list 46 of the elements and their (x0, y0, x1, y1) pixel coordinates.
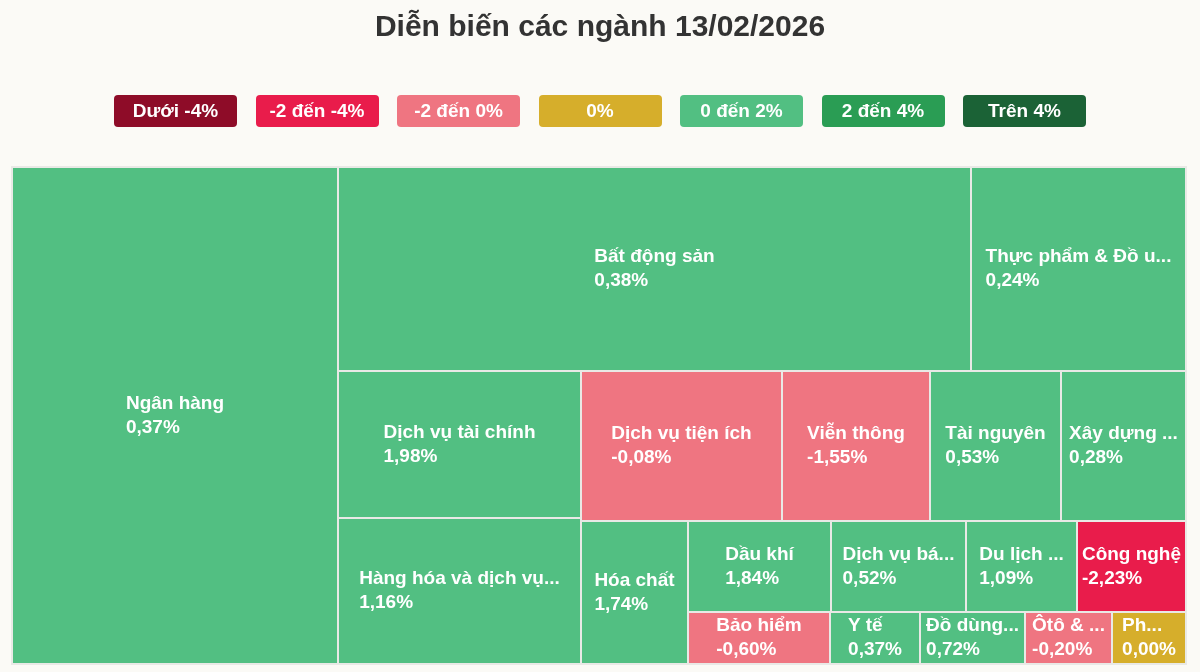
data-label: 0,72% (926, 638, 981, 660)
data-label: -0,60% (716, 638, 777, 660)
legend-label: 2 đến 4% (841, 100, 925, 122)
category-label: Dịch vụ tài chính (383, 420, 536, 442)
category-label: Tài nguyên (945, 422, 1046, 444)
category-label: Đồ dùng... (926, 614, 1019, 636)
category-label: Thực phẩm & Đồ u... (985, 245, 1172, 267)
category-label: Dịch vụ tiện ích (611, 422, 752, 444)
category-label: Du lịch ... (979, 542, 1064, 564)
data-label: 1,09% (979, 566, 1034, 588)
data-label: 1,98% (383, 444, 438, 466)
data-label: 0,53% (945, 446, 1000, 468)
category-label: Hóa chất (594, 568, 676, 590)
data-label: 0,52% (842, 566, 897, 588)
category-label: Ngân hàng (125, 391, 225, 413)
data-label: 0,00% (1122, 638, 1177, 660)
legend-label: -2 đến -4% (269, 100, 365, 122)
legend-label: 0 đến 2% (700, 100, 783, 122)
data-label: 0,38% (594, 269, 649, 291)
category-label: Hàng hóa và dịch vụ... (359, 567, 560, 589)
data-label: -0,08% (611, 446, 672, 468)
data-label: 1,74% (594, 592, 649, 614)
data-label: 0,37% (848, 638, 903, 660)
legend-label: 0% (586, 100, 614, 122)
legend-label: Trên 4% (988, 100, 1061, 122)
category-label: Ôtô & ... (1032, 614, 1105, 636)
category-label: Dịch vụ bá... (842, 542, 955, 564)
data-label: -1,55% (807, 446, 868, 468)
category-label: Dầu khí (725, 542, 795, 564)
category-label: Bất động sản (594, 245, 715, 267)
data-label: 0,28% (1069, 446, 1124, 468)
category-label: Ph... (1122, 614, 1163, 636)
data-label: 1,16% (359, 591, 414, 613)
data-label: -0,20% (1032, 638, 1093, 660)
legend-label: Dưới -4% (132, 100, 219, 122)
legend-label: -2 đến 0% (414, 100, 503, 122)
category-label: Xây dựng ... (1069, 422, 1178, 444)
data-label: 0,37% (125, 415, 180, 437)
data-label: 1,84% (725, 566, 780, 588)
text: Diễn biến các ngành 13/02/2026 (374, 9, 826, 43)
data-label: -2,23% (1082, 566, 1143, 588)
category-label: Viễn thông (807, 422, 905, 444)
category-label: Bảo hiểm (716, 614, 802, 636)
data-label: 0,24% (985, 269, 1040, 291)
category-label: Y tế (848, 614, 883, 636)
category-label: Công nghệ (1082, 542, 1181, 564)
